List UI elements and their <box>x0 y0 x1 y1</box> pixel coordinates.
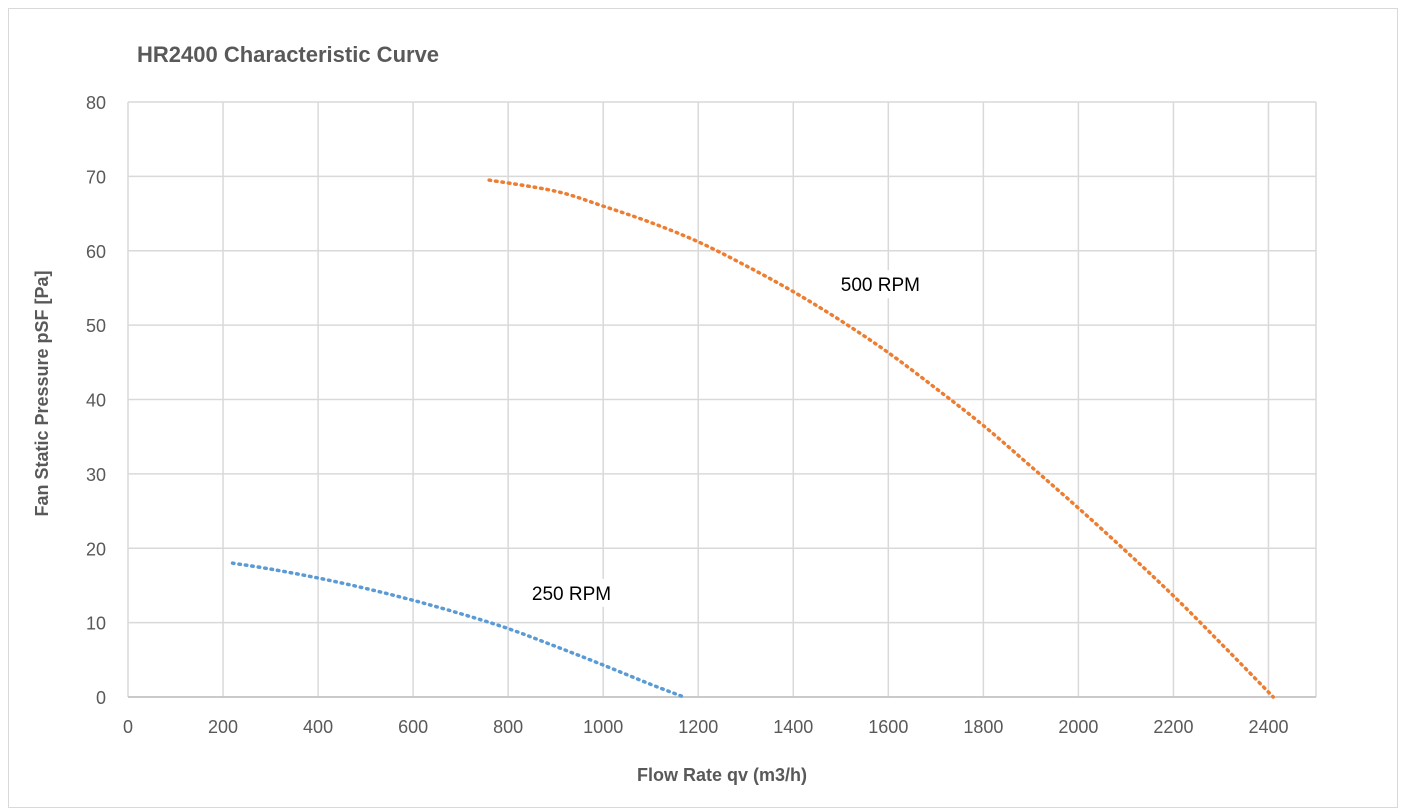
y-axis-title: Fan Static Pressure pSF [Pa] <box>32 270 52 516</box>
y-tick-label: 20 <box>86 539 106 559</box>
x-tick-label: 1600 <box>868 717 908 737</box>
x-tick-label: 2200 <box>1153 717 1193 737</box>
x-tick-label: 600 <box>398 717 428 737</box>
x-tick-label: 2000 <box>1058 717 1098 737</box>
series-line-250-rpm <box>230 561 686 699</box>
series-labels: 250 RPM 500 RPM <box>527 270 921 607</box>
y-tick-label: 40 <box>86 391 106 411</box>
x-tick-label: 1000 <box>583 717 623 737</box>
x-tick-label: 1200 <box>678 717 718 737</box>
chart-title: HR2400 Characteristic Curve <box>137 42 440 67</box>
x-tick-label: 1400 <box>773 717 813 737</box>
y-tick-label: 30 <box>86 465 106 485</box>
y-tick-label: 10 <box>86 614 106 634</box>
x-tick-label: 0 <box>123 717 133 737</box>
chart-frame <box>8 8 1398 808</box>
grid-lines <box>127 101 1317 698</box>
series-label-background <box>836 270 921 299</box>
y-tick-label: 0 <box>96 688 106 708</box>
x-tick-label: 2400 <box>1248 717 1288 737</box>
x-tick-label: 1800 <box>963 717 1003 737</box>
x-axis-title: Flow Rate qv (m3/h) <box>637 765 807 785</box>
series-data-label: 500 RPM <box>841 275 920 296</box>
y-tick-label: 50 <box>86 316 106 336</box>
series-data-label: 250 RPM <box>532 584 611 605</box>
x-tick-label: 800 <box>493 717 523 737</box>
series-group <box>230 178 1275 699</box>
x-tick-label: 400 <box>303 717 333 737</box>
series-label-background <box>527 578 612 607</box>
y-tick-label: 80 <box>86 93 106 113</box>
y-tick-label: 70 <box>86 167 106 187</box>
y-tick-label: 60 <box>86 242 106 262</box>
series-line-500-rpm <box>487 178 1275 699</box>
x-tick-label: 200 <box>208 717 238 737</box>
